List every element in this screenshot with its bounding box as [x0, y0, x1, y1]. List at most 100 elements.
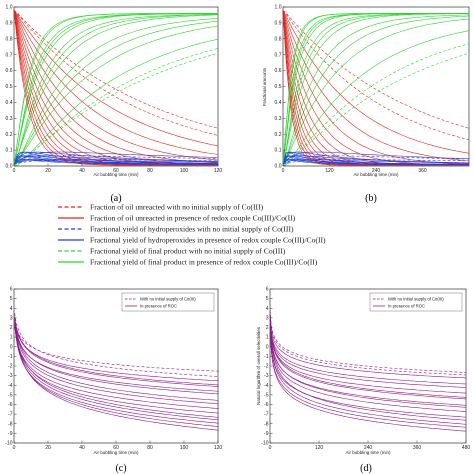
- selectivity-curve: [14, 324, 219, 424]
- y-tick-label: 0.9: [275, 21, 282, 27]
- y-tick-label: 0.7: [6, 52, 13, 58]
- y-tick-label: -3: [8, 373, 13, 379]
- final-product-curve: [282, 14, 470, 167]
- selectivity-curve: [269, 326, 467, 432]
- final-product-curve: [282, 13, 469, 167]
- x-tick-label: 20: [45, 445, 51, 451]
- y-tick-label: -9: [264, 431, 269, 437]
- y-tick-label: 0.6: [275, 68, 282, 74]
- ylabel-d: Natural logarithm of overall selectiviti…: [256, 326, 261, 405]
- inner-legend-label: With no initial supply of Co(III): [140, 297, 196, 302]
- legend-label: Fractional yield of hydroperoxides with …: [90, 225, 294, 234]
- x-tick-label: 120: [315, 445, 324, 451]
- plot-frame-a: [13, 6, 219, 167]
- y-tick-label: -4: [8, 383, 13, 389]
- selectivity-curve: [269, 325, 467, 428]
- panel-c: 0 20 40 60 80 100 120-10-9-8-7-6-5-4-3-2-10123…: [5, 287, 222, 474]
- selectivity-curve: [14, 324, 219, 409]
- y-tick-label: 4: [10, 306, 13, 312]
- x-tick-label: 0: [282, 168, 285, 174]
- unreacted-curve: [282, 9, 470, 129]
- x-tick-label: 80: [147, 168, 153, 174]
- selectivity-curve: [14, 318, 219, 431]
- selectivity-curve: [269, 316, 467, 385]
- final-product-curve: [13, 20, 219, 167]
- selectivity-curve: [269, 317, 467, 388]
- x-tick-label: 0: [13, 168, 16, 174]
- y-tick-label: 0: [10, 344, 13, 350]
- x-tick-label: 240: [372, 168, 381, 174]
- selectivity-curve: [14, 316, 219, 386]
- y-tick-label: 1.0: [275, 5, 282, 11]
- y-tick-label: -7: [8, 412, 13, 418]
- ylabel-b: Fractional amounts: [262, 67, 267, 106]
- selectivity-curve: [14, 322, 219, 421]
- final-product-curve: [282, 53, 470, 167]
- x-tick-label: 120: [214, 168, 223, 174]
- y-tick-label: 0.1: [6, 148, 13, 154]
- y-tick-label: 0.8: [275, 36, 282, 42]
- legend-label: Fraction of oil unreacted in presence of…: [90, 214, 296, 223]
- selectivity-curve: [269, 324, 467, 418]
- inner-legend-d: With no initial supply of Co(III) In pres…: [369, 292, 463, 312]
- inner-legend-label: In presence of ROC: [388, 304, 425, 309]
- y-tick-label: -8: [264, 421, 269, 427]
- final-product-curve: [13, 38, 219, 167]
- hydroperoxide-curve: [282, 151, 469, 165]
- y-tick-label: 0.3: [6, 116, 13, 122]
- curves-c: [14, 313, 219, 431]
- y-tick-label: -8: [8, 421, 13, 427]
- y-tick-label: 0.5: [6, 84, 13, 90]
- selectivity-curve: [14, 313, 219, 377]
- y-tick-label: -5: [8, 392, 13, 398]
- unreacted-curve: [13, 10, 219, 161]
- panel-label-a: (a): [110, 193, 121, 204]
- xlabel-b: Air bubbling time (min): [353, 172, 399, 177]
- final-product-curve: [13, 53, 219, 167]
- hydroperoxide-curve: [13, 151, 219, 165]
- x-tick-label: 360: [413, 445, 422, 451]
- x-tick-label: 0: [269, 445, 272, 451]
- selectivity-curve: [269, 318, 467, 412]
- y-tick-label: -6: [264, 402, 269, 408]
- x-tick-label: 40: [79, 445, 85, 451]
- final-product-curve: [13, 14, 219, 167]
- y-tick-label: 4: [266, 306, 269, 312]
- legend-label: Fractional yield of final product with n…: [90, 247, 286, 256]
- y-tick-label: 1: [10, 335, 13, 341]
- panel-label-d: (d): [360, 463, 372, 474]
- final-product-curve: [13, 14, 219, 167]
- selectivity-curve: [269, 311, 467, 376]
- panel-a: 0 20 40 60 80 100 120 0.0 0.1 0.2 0.3 0.4 0.5 0.6 0.7 0…: [6, 5, 223, 204]
- panel-label-c: (c): [115, 463, 126, 474]
- selectivity-curve: [269, 315, 467, 400]
- y-tick-label: 6: [266, 287, 269, 293]
- panel-b: 0 120 240 360 0.0 0.1 0.2 0.3 0.4 0.5 0.6 0.7 0.8 0.9…: [262, 5, 470, 204]
- y-tick-label: 0.2: [6, 132, 13, 138]
- unreacted-curve: [282, 10, 470, 141]
- panel-label-b: (b): [365, 193, 377, 204]
- inner-legend-box: [369, 292, 463, 312]
- final-product-curve: [13, 13, 218, 167]
- hydroperoxide-curve: [13, 155, 219, 165]
- unreacted-curve: [282, 10, 470, 162]
- final-product-curve: [13, 25, 219, 167]
- y-tick-label: -1: [8, 354, 13, 360]
- inner-legend-box: [121, 292, 215, 312]
- unreacted-curve: [13, 10, 219, 147]
- selectivity-curve: [269, 314, 467, 398]
- selectivity-curve: [269, 310, 467, 373]
- y-tick-label: 6: [10, 287, 13, 293]
- y-tick-label: 0.4: [275, 100, 282, 106]
- selectivity-curve: [14, 320, 219, 372]
- x-tick-label: 40: [79, 168, 85, 174]
- xlabel-a: Air bubbling time (min): [93, 172, 139, 177]
- y-tick-label: 0.5: [275, 84, 282, 90]
- selectivity-curve: [269, 320, 467, 425]
- x-tick-label: 20: [45, 168, 51, 174]
- legend-label: Fraction of oil unreacted with no initia…: [90, 203, 264, 212]
- unreacted-curve: [13, 9, 219, 136]
- x-tick-label: 80: [147, 445, 153, 451]
- y-tick-label: 3: [10, 315, 13, 321]
